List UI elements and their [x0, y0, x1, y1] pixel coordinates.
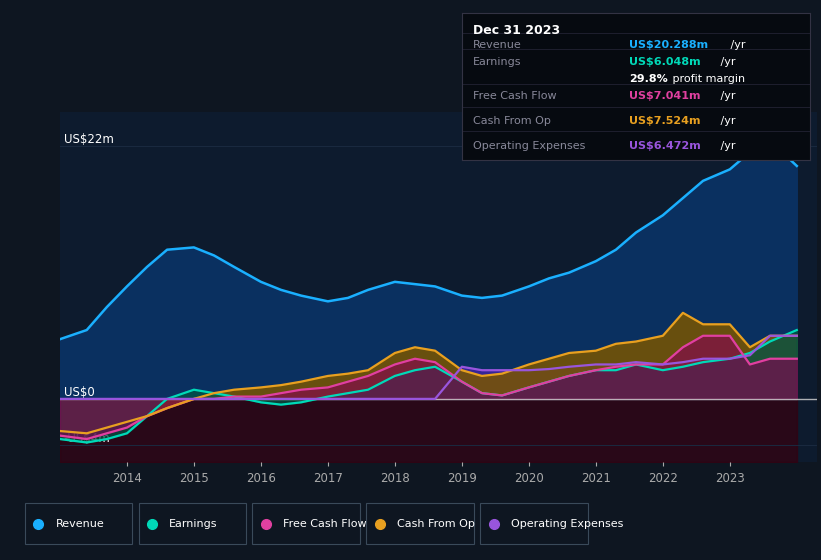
Text: /yr: /yr: [717, 91, 736, 101]
Text: Cash From Op: Cash From Op: [397, 519, 475, 529]
Text: US$0: US$0: [64, 386, 94, 399]
Text: /yr: /yr: [717, 116, 736, 126]
Text: Free Cash Flow: Free Cash Flow: [283, 519, 367, 529]
Text: US$20.288m: US$20.288m: [630, 40, 709, 50]
Text: US$7.524m: US$7.524m: [630, 116, 701, 126]
Text: -US$4m: -US$4m: [64, 432, 111, 445]
Text: US$6.472m: US$6.472m: [630, 141, 701, 151]
Text: 29.8%: 29.8%: [630, 73, 668, 83]
Text: Free Cash Flow: Free Cash Flow: [473, 91, 557, 101]
Text: Revenue: Revenue: [56, 519, 104, 529]
Text: Earnings: Earnings: [169, 519, 218, 529]
Text: Earnings: Earnings: [473, 58, 521, 67]
Text: Operating Expenses: Operating Expenses: [473, 141, 585, 151]
Text: /yr: /yr: [727, 40, 745, 50]
Text: /yr: /yr: [717, 58, 736, 67]
Text: /yr: /yr: [717, 141, 736, 151]
Text: profit margin: profit margin: [669, 73, 745, 83]
Text: Dec 31 2023: Dec 31 2023: [473, 24, 560, 37]
Text: Operating Expenses: Operating Expenses: [511, 519, 623, 529]
Text: US$6.048m: US$6.048m: [630, 58, 701, 67]
Text: US$7.041m: US$7.041m: [630, 91, 701, 101]
Text: Cash From Op: Cash From Op: [473, 116, 551, 126]
Text: US$22m: US$22m: [64, 133, 113, 146]
Text: Revenue: Revenue: [473, 40, 521, 50]
